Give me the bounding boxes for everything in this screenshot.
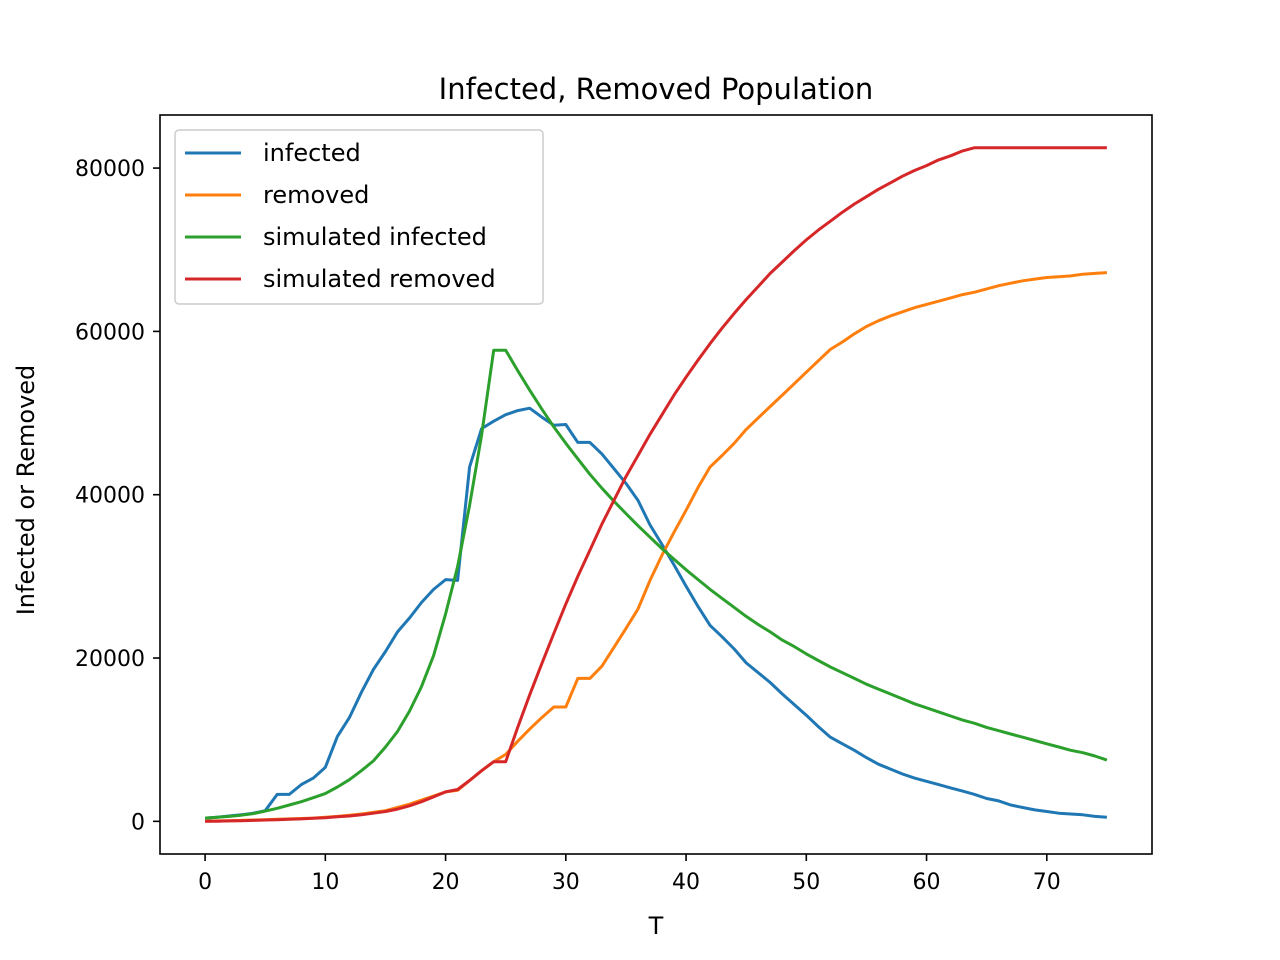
x-tick-label-1: 10 (311, 870, 339, 895)
y-tick-label-1: 20000 (75, 647, 145, 672)
legend-label-1: removed (263, 181, 369, 209)
legend-box (174, 129, 544, 305)
x-axis-title: T (648, 912, 664, 940)
chart-title: Infected, Removed Population (439, 72, 874, 106)
legend-label-0: infected (263, 139, 361, 167)
x-axis-ticks: 0 10 20 30 40 50 60 70 (198, 854, 1061, 895)
x-tick-label-6: 60 (913, 870, 941, 895)
x-tick-label-2: 20 (432, 870, 460, 895)
x-tick-label-4: 40 (672, 870, 700, 895)
series-line-0 (205, 406, 1108, 820)
legend-label-3: simulated removed (263, 265, 496, 293)
x-tick-label-3: 30 (552, 870, 580, 895)
y-tick-label-3: 60000 (75, 320, 145, 345)
y-tick-label-2: 40000 (75, 484, 145, 509)
series-line-3 (205, 146, 1107, 823)
x-tick-label-5: 50 (792, 870, 820, 895)
y-axis-ticks: 0 20000 40000 60000 80000 (75, 157, 160, 835)
legend: infected removed simulated infected simulat… (174, 129, 544, 305)
x-tick-label-7: 70 (1033, 870, 1061, 895)
series-line-2 (205, 348, 1108, 820)
y-axis-title: Infected or Removed (12, 365, 40, 616)
plot-lines (205, 146, 1108, 823)
legend-label-2: simulated infected (263, 223, 487, 251)
x-tick-label-0: 0 (198, 870, 212, 895)
y-tick-label-4: 80000 (75, 157, 145, 182)
plot-frame (159, 114, 1153, 855)
y-tick-label-0: 0 (131, 810, 145, 835)
